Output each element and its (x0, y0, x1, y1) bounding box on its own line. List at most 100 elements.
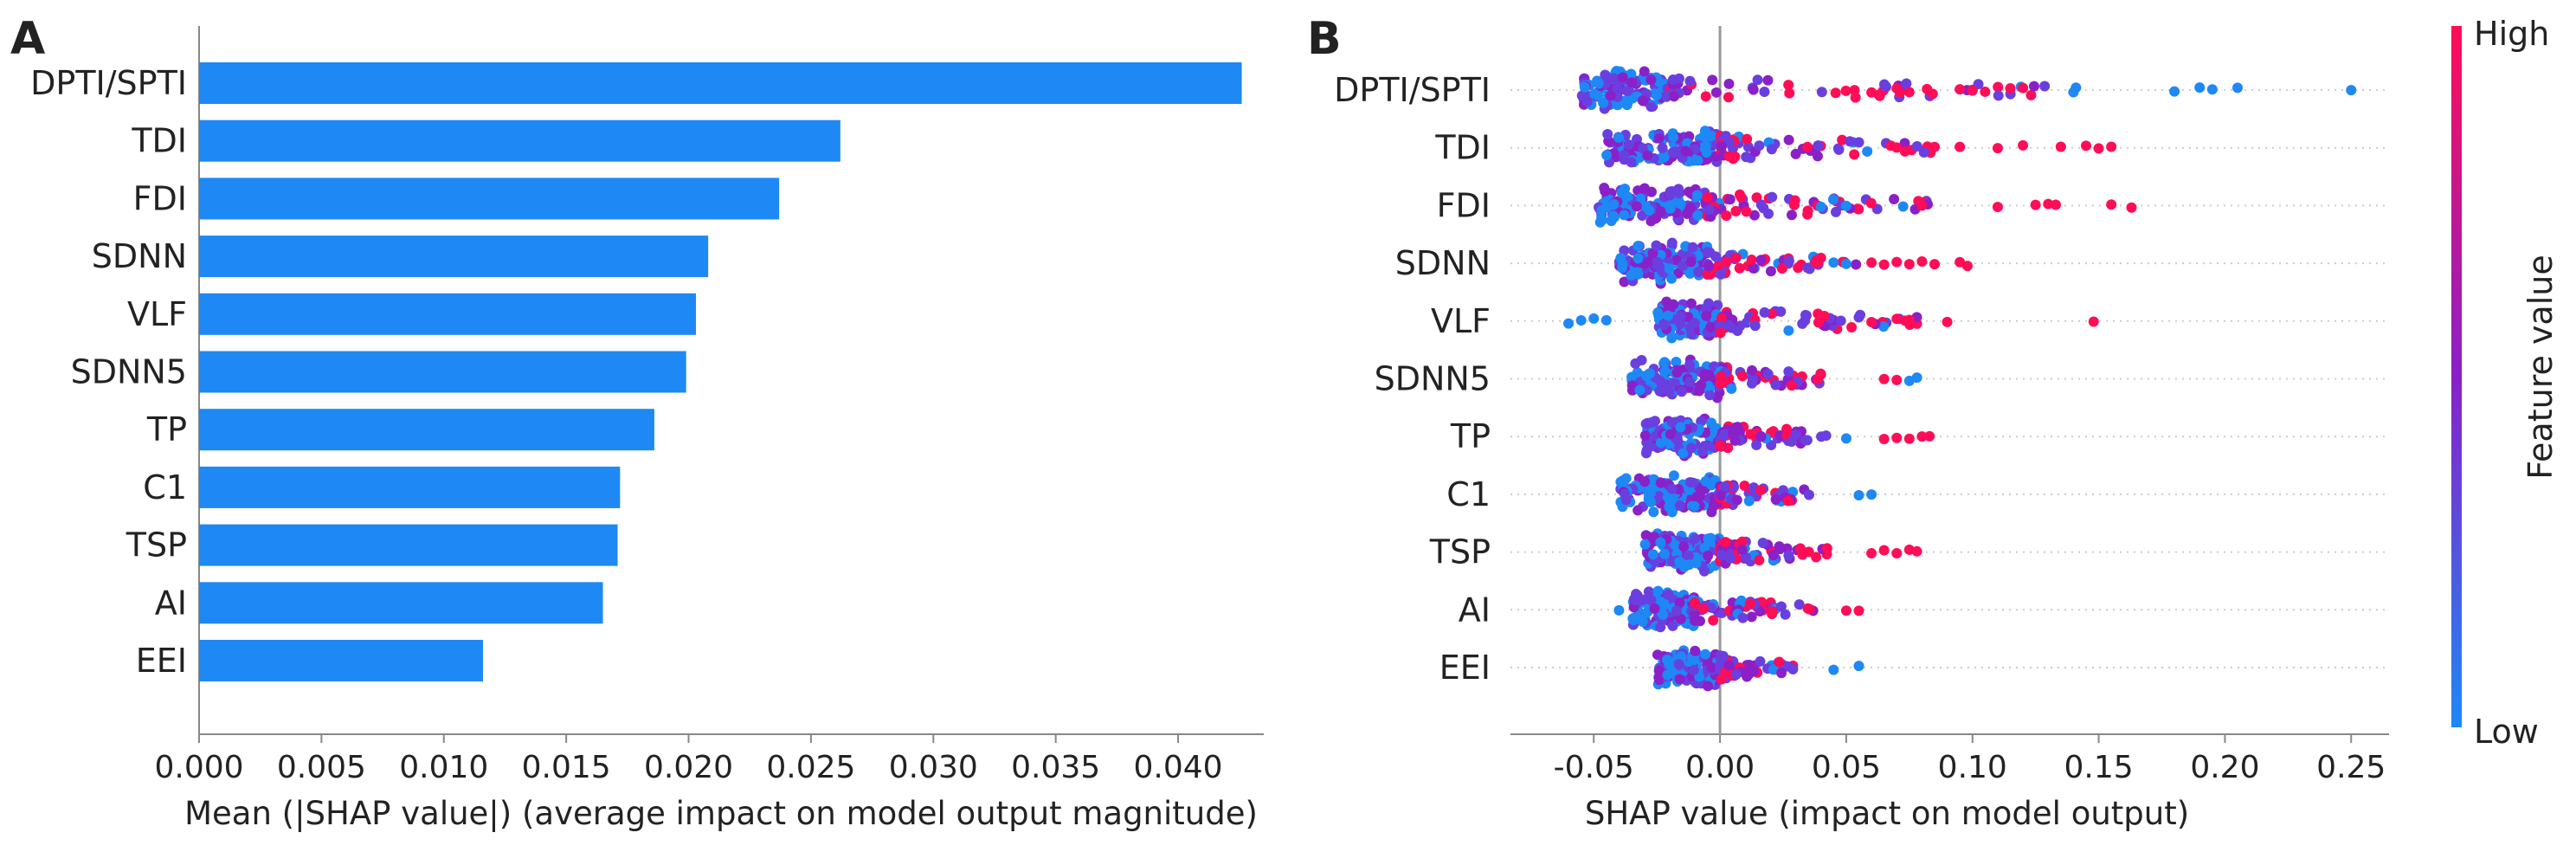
feature-label: DPTI/SPTI (1334, 71, 1491, 109)
shap-point (1696, 379, 1707, 390)
feature-label: C1 (1446, 475, 1491, 513)
shap-point (1689, 500, 1700, 512)
shap-point (1692, 210, 1703, 222)
shap-point (1768, 664, 1779, 675)
bar (199, 582, 603, 624)
shap-point (1878, 259, 1890, 270)
bar-category-label: VLF (127, 295, 187, 333)
colorbar-low-label: Low (2474, 713, 2539, 751)
shap-point (1853, 137, 1864, 148)
shap-point (1669, 377, 1680, 388)
shap-point (1742, 133, 1753, 145)
shap-point (1830, 87, 1841, 99)
shap-point (1658, 609, 1669, 620)
beeswarm-tick-label: 0.00 (1685, 750, 1755, 785)
shap-point (1703, 533, 1714, 545)
shap-point (1639, 429, 1651, 441)
shap-point (1622, 86, 1633, 97)
shap-point (1692, 155, 1703, 166)
shap-point (1899, 145, 1910, 157)
shap-point (1802, 205, 1813, 216)
shap-point (1723, 660, 1735, 671)
shap-point (1929, 259, 1940, 270)
bar (199, 178, 780, 220)
shap-point (1874, 90, 1885, 101)
shap-point (1716, 371, 1727, 382)
shap-point (1751, 440, 1762, 451)
shap-point (1667, 417, 1678, 429)
shap-point (1758, 203, 1769, 214)
shap-point (1746, 611, 1757, 623)
bar-chart-tick-label: 0.015 (522, 750, 611, 785)
shap-point (1690, 533, 1701, 545)
shap-point (1706, 480, 1717, 491)
shap-point (1716, 313, 1727, 324)
shap-point (1840, 258, 1852, 269)
shap-point (1685, 477, 1697, 488)
shap-point (1759, 307, 1770, 318)
shap-point (1675, 613, 1686, 624)
shap-point (1776, 668, 1787, 679)
shap-point (2106, 141, 2117, 152)
shap-point (1675, 318, 1686, 329)
shap-point (1840, 433, 1852, 444)
shap-point (1612, 83, 1623, 94)
shap-point (1653, 76, 1665, 87)
shap-point (1757, 537, 1768, 548)
shap-point (1811, 255, 1822, 266)
shap-point (1645, 216, 1657, 227)
shap-point (1903, 259, 1915, 270)
shap-point (1802, 603, 1813, 614)
shap-point (1633, 240, 1644, 251)
shap-point (1655, 437, 1666, 449)
shap-point (1816, 87, 1827, 98)
bar-chart-tick-label: 0.040 (1134, 750, 1223, 785)
shap-point (1666, 332, 1678, 344)
shap-point (1684, 376, 1696, 387)
shap-point (1605, 90, 1616, 101)
shap-point (1916, 431, 1928, 442)
shap-point (1897, 201, 1909, 212)
shap-point (1862, 145, 1873, 157)
shap-point (1593, 90, 1604, 101)
shap-point (1891, 548, 1903, 559)
shap-point (1911, 141, 1922, 152)
shap-point (1645, 417, 1657, 429)
shap-point (1683, 550, 1694, 561)
feature-label: TDI (1434, 129, 1491, 167)
shap-point (1866, 489, 1877, 500)
shap-point (1961, 261, 1973, 272)
shap-point (1784, 87, 1795, 99)
shap-point (1821, 543, 1832, 554)
shap-point (1794, 599, 1805, 610)
shap-point (1891, 83, 1903, 94)
shap-point (1700, 141, 1711, 152)
feature-label: AI (1459, 591, 1491, 629)
bar-chart-xlabel: Mean (|SHAP value|) (average impact on m… (184, 795, 1258, 832)
shap-point (1899, 138, 1910, 149)
shap-point (1653, 132, 1665, 144)
shap-point (1828, 664, 1839, 675)
shap-point (1685, 442, 1697, 454)
shap-point (1619, 150, 1630, 161)
shap-point (1723, 137, 1735, 148)
shap-point (1797, 318, 1808, 329)
shap-point (1635, 193, 1646, 204)
shap-point (1767, 191, 1778, 203)
shap-point (1579, 81, 1590, 93)
shap-point (1674, 500, 1685, 511)
shap-point (1866, 257, 1877, 268)
shap-point (1639, 539, 1651, 550)
shap-point (1723, 78, 1735, 89)
shap-point (1647, 549, 1658, 560)
shap-point (1680, 145, 1691, 157)
shap-point (1739, 481, 1750, 492)
shap-point (1626, 68, 1637, 80)
shap-point (1754, 140, 1765, 152)
beeswarm-tick-label: 0.15 (2064, 750, 2134, 785)
shap-point (1666, 556, 1678, 567)
shap-point (1676, 386, 1687, 397)
shap-point (1689, 318, 1700, 329)
shap-point (1780, 609, 1791, 620)
shap-point (1993, 90, 2004, 101)
